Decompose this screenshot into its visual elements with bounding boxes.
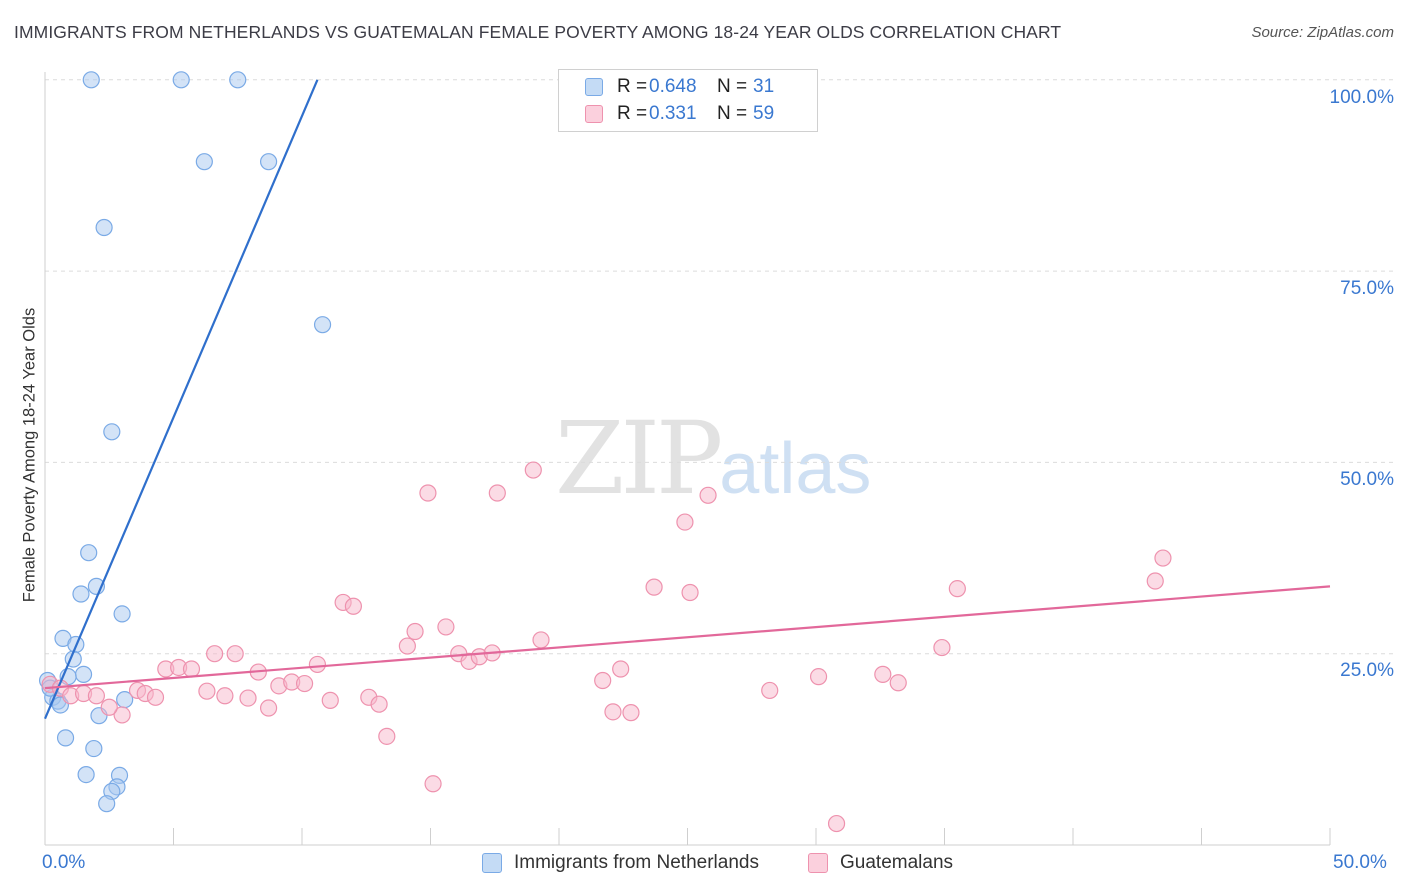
point-guatemalans	[398, 637, 416, 655]
n-label: N =	[717, 76, 748, 97]
point-guatemalans	[182, 660, 201, 678]
point-guatemalans	[827, 814, 846, 833]
point-guatemalans	[933, 638, 951, 657]
point-guatemalans	[308, 655, 327, 674]
point-netherlands	[56, 729, 75, 747]
point-netherlands	[74, 665, 93, 683]
point-netherlands	[85, 739, 103, 758]
point-guatemalans	[198, 682, 216, 700]
point-guatemalans	[113, 706, 131, 724]
point-netherlands	[259, 153, 278, 171]
y-tick-label-100: 100.0%	[1329, 87, 1394, 108]
legend-label-guatemalans: Guatemalans	[840, 852, 954, 873]
point-guatemalans	[699, 486, 717, 504]
point-guatemalans	[874, 665, 892, 683]
point-guatemalans	[488, 484, 506, 502]
legend-swatch-guatemalans	[585, 105, 603, 123]
point-netherlands	[72, 585, 90, 603]
trendline-netherlands	[43, 79, 319, 720]
point-guatemalans	[612, 660, 630, 678]
point-netherlands	[195, 153, 213, 171]
point-netherlands	[82, 71, 100, 89]
point-guatemalans	[100, 698, 118, 716]
point-guatemalans	[216, 687, 234, 705]
point-guatemalans	[681, 583, 699, 602]
point-netherlands	[113, 605, 131, 623]
point-guatemalans	[676, 513, 694, 531]
point-netherlands	[313, 316, 332, 334]
point-guatemalans	[259, 699, 278, 717]
point-guatemalans	[524, 461, 542, 479]
point-guatemalans	[239, 689, 257, 707]
r-value: 0.331	[649, 103, 697, 124]
point-guatemalans	[532, 631, 550, 649]
point-netherlands	[77, 766, 95, 784]
point-netherlands	[172, 71, 190, 89]
y-axis-label: Female Poverty Among 18-24 Year Olds	[20, 307, 39, 603]
source-label: Source: ZipAtlas.com	[1251, 24, 1394, 41]
legend-swatch-netherlands	[482, 853, 502, 873]
y-tick-label-25: 25.0%	[1340, 660, 1394, 681]
y-tick-label-50: 50.0%	[1340, 469, 1394, 490]
n-label: N =	[717, 103, 748, 124]
point-guatemalans	[206, 645, 224, 663]
series-legend: Immigrants from Netherlands Guatemalans	[0, 852, 1406, 876]
n-value: 31	[753, 76, 775, 97]
point-netherlands	[80, 544, 98, 562]
r-label: R =	[617, 103, 648, 124]
point-guatemalans	[645, 578, 663, 596]
point-guatemalans	[424, 775, 442, 793]
point-guatemalans	[594, 671, 612, 690]
point-guatemalans	[378, 727, 396, 745]
legend-swatch-netherlands	[585, 78, 603, 96]
point-guatemalans	[226, 645, 244, 663]
point-netherlands	[95, 218, 113, 237]
point-guatemalans	[437, 618, 455, 636]
point-netherlands	[98, 795, 116, 813]
point-guatemalans	[604, 703, 622, 721]
point-guatemalans	[406, 622, 424, 641]
trendline-guatemalans	[44, 585, 1331, 690]
x-tick-label-max: 50.0%	[1333, 852, 1387, 873]
legend-label-netherlands: Immigrants from Netherlands	[514, 852, 759, 873]
r-label: R =	[617, 76, 648, 97]
point-guatemalans	[761, 681, 779, 700]
n-value: 59	[753, 103, 775, 124]
point-guatemalans	[146, 688, 165, 706]
legend-item-guatemalans[interactable]: Guatemalans	[808, 852, 953, 874]
point-netherlands	[229, 71, 247, 89]
point-guatemalans	[344, 597, 362, 615]
point-guatemalans	[321, 691, 339, 709]
point-guatemalans	[370, 695, 388, 713]
point-guatemalans	[809, 668, 828, 686]
point-guatemalans	[419, 484, 437, 502]
point-guatemalans	[1154, 549, 1172, 567]
legend-swatch-guatemalans	[808, 853, 828, 873]
point-guatemalans	[622, 704, 640, 722]
chart-title: IMMIGRANTS FROM NETHERLANDS VS GUATEMALA…	[14, 22, 1062, 42]
r-value: 0.648	[649, 76, 697, 97]
x-tick-label-min: 0.0%	[42, 852, 86, 873]
point-guatemalans	[295, 674, 314, 693]
legend-row-netherlands: R = 0.648 N = 31	[585, 75, 774, 99]
point-guatemalans	[889, 674, 907, 692]
point-guatemalans	[948, 580, 966, 598]
point-guatemalans	[87, 687, 106, 705]
legend-row-guatemalans: R = 0.331 N = 59	[585, 102, 774, 126]
point-guatemalans	[1146, 572, 1164, 590]
y-tick-label-75: 75.0%	[1340, 278, 1394, 299]
point-netherlands	[103, 423, 121, 441]
correlation-legend: R = 0.648 N = 31 R = 0.331 N = 59	[558, 69, 818, 132]
legend-item-netherlands[interactable]: Immigrants from Netherlands	[482, 852, 759, 874]
